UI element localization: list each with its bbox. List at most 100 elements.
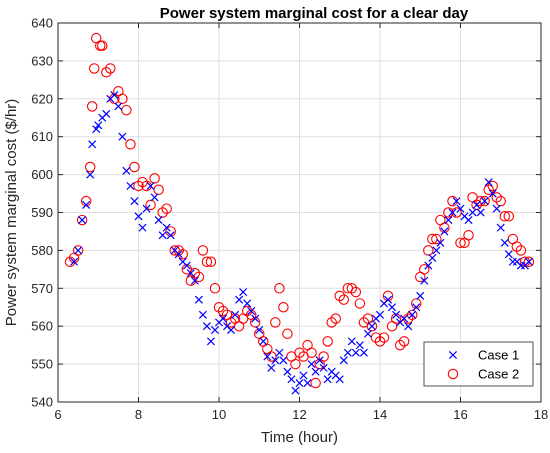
- case-2-point: [201, 256, 213, 268]
- case-2-point: [105, 63, 116, 74]
- case-1-point: [271, 356, 280, 365]
- case-2-point: [423, 245, 434, 256]
- case-2-point: [72, 245, 84, 256]
- case-1-point: [480, 197, 489, 206]
- case-2-point: [419, 264, 430, 275]
- case-1-point: [186, 269, 195, 278]
- case-1-point: [392, 310, 401, 319]
- case-2-point: [326, 317, 337, 328]
- case-2-point: [133, 180, 144, 192]
- case-1-point: [476, 208, 485, 217]
- legend-marker-case-2: [447, 368, 459, 380]
- case-1-point: [94, 121, 103, 130]
- case-1-point: [88, 140, 97, 149]
- case-1-point: [339, 356, 348, 365]
- case-1-point: [287, 375, 296, 384]
- case-1-point: [114, 102, 123, 111]
- case-1-point: [367, 322, 376, 331]
- case-1-point: [130, 197, 139, 206]
- case-2-point: [394, 339, 406, 351]
- case-2-point: [294, 347, 305, 358]
- legend-label-case-1: Case 1: [478, 348, 519, 363]
- case-1-point: [335, 375, 344, 384]
- case-1-point: [122, 166, 131, 175]
- case-2-point: [398, 336, 410, 347]
- case-1-point: [154, 216, 163, 225]
- case-2-point: [350, 286, 362, 298]
- y-tick-label: 620: [31, 91, 53, 106]
- case-2-point: [431, 233, 442, 245]
- x-tick-label: 6: [54, 407, 61, 422]
- case-1-point: [400, 314, 409, 323]
- x-tick-label: 8: [135, 407, 142, 422]
- x-tick-label: 14: [373, 407, 387, 422]
- case-1-point: [347, 337, 356, 346]
- y-tick-label: 560: [31, 319, 53, 334]
- case-2-point: [330, 313, 341, 324]
- case-1-point: [456, 204, 465, 213]
- case-1-point: [110, 90, 119, 100]
- y-tick-label: 640: [31, 16, 53, 31]
- case-1-point: [363, 329, 372, 338]
- y-tick-label: 610: [31, 129, 53, 144]
- case-1-point: [492, 204, 501, 213]
- case-1-point: [472, 200, 481, 209]
- case-2-point: [483, 184, 494, 196]
- case-2-point: [217, 305, 229, 317]
- y-tick-label: 550: [31, 357, 53, 372]
- case-1-point: [420, 276, 429, 285]
- case-2-point: [346, 283, 358, 294]
- case-2-point: [499, 211, 511, 222]
- case-2-point: [145, 199, 156, 211]
- x-tick-label: 12: [292, 407, 306, 422]
- case-1-point: [219, 314, 228, 323]
- case-1-point: [78, 216, 87, 225]
- case-2-point: [209, 283, 221, 294]
- case-2-point: [86, 101, 98, 112]
- case-1-point: [198, 310, 207, 319]
- y-axis-ticks: 540 550 560 570 580 590 600 610 620 630 640: [31, 16, 541, 410]
- case-2-point: [487, 180, 498, 192]
- case-2-point: [84, 161, 96, 173]
- case-1-point: [227, 325, 236, 335]
- case-1-point: [315, 356, 324, 365]
- case-2-point: [338, 294, 350, 305]
- case-2-point: [455, 237, 466, 249]
- case-2-point: [439, 222, 450, 233]
- case-1-point: [303, 379, 312, 388]
- y-tick-label: 570: [31, 281, 53, 296]
- case-2-point: [149, 173, 160, 184]
- case-1-point: [319, 363, 328, 372]
- case-1-point: [70, 257, 79, 266]
- case-2-point: [463, 229, 474, 241]
- case-1-point: [259, 337, 268, 346]
- case-1-point: [194, 295, 203, 304]
- case-2-point: [322, 336, 333, 347]
- case-2-point: [97, 40, 108, 51]
- case-2-point: [495, 195, 506, 207]
- case-1-point: [384, 295, 393, 304]
- case-2-point: [125, 139, 136, 150]
- case-1-point: [440, 227, 449, 236]
- case-1-point: [299, 371, 308, 380]
- case-1-point: [412, 303, 421, 312]
- case-2-point: [378, 332, 390, 343]
- y-axis-label: Power system marginal cost ($/hr): [3, 99, 20, 327]
- case-1-point: [126, 181, 135, 190]
- case-1-point: [134, 212, 143, 221]
- case-1-point: [243, 299, 252, 308]
- x-axis-ticks: 6 8 10 12 14 16 18: [54, 23, 548, 422]
- case-2-point: [306, 347, 317, 358]
- case-1-point: [343, 348, 352, 357]
- case-2-point: [161, 203, 172, 214]
- case-1-point: [102, 109, 111, 118]
- case-1-point: [484, 178, 493, 187]
- case-2-point: [310, 377, 321, 389]
- y-tick-label: 600: [31, 167, 53, 182]
- case-1-point: [174, 250, 183, 259]
- case-2-point: [382, 290, 394, 302]
- case-2-point: [318, 351, 329, 362]
- case-1-point: [428, 253, 437, 263]
- case-1-point: [416, 291, 425, 300]
- case-2-point: [282, 328, 293, 340]
